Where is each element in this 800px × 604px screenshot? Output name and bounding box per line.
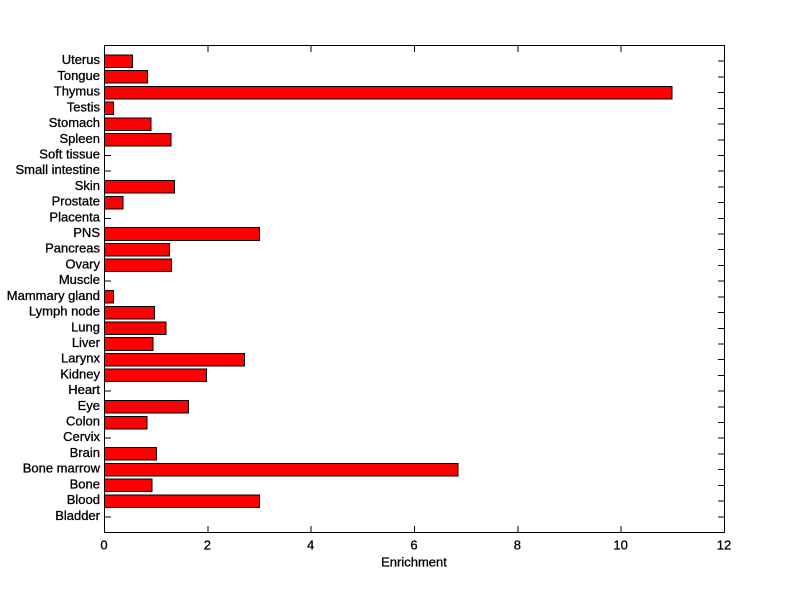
- svg-text:2: 2: [204, 538, 211, 553]
- svg-text:Blood: Blood: [67, 492, 100, 507]
- svg-text:Heart: Heart: [68, 382, 100, 397]
- svg-text:Lung: Lung: [71, 319, 100, 334]
- svg-text:Larynx: Larynx: [61, 351, 101, 366]
- svg-text:Thymus: Thymus: [54, 84, 101, 99]
- svg-text:12: 12: [717, 538, 731, 553]
- svg-text:Spleen: Spleen: [60, 131, 100, 146]
- svg-text:Stomach: Stomach: [49, 115, 100, 130]
- svg-text:0: 0: [100, 538, 107, 553]
- svg-text:6: 6: [410, 538, 417, 553]
- svg-text:Tongue: Tongue: [57, 68, 100, 83]
- svg-text:Skin: Skin: [75, 178, 100, 193]
- svg-text:Colon: Colon: [66, 414, 100, 429]
- svg-text:Pancreas: Pancreas: [45, 241, 100, 256]
- svg-text:Uterus: Uterus: [62, 52, 101, 67]
- svg-text:Prostate: Prostate: [52, 194, 100, 209]
- svg-text:Eye: Eye: [78, 398, 100, 413]
- svg-text:Bone marrow: Bone marrow: [23, 461, 101, 476]
- svg-text:Enrichment: Enrichment: [381, 555, 447, 570]
- svg-text:Kidney: Kidney: [60, 366, 100, 381]
- svg-text:10: 10: [613, 538, 627, 553]
- svg-text:Mammary gland: Mammary gland: [7, 288, 100, 303]
- svg-text:Bladder: Bladder: [55, 508, 100, 523]
- svg-text:Small intestine: Small intestine: [15, 162, 100, 177]
- svg-text:Soft tissue: Soft tissue: [39, 146, 100, 161]
- svg-text:8: 8: [514, 538, 521, 553]
- svg-text:4: 4: [307, 538, 314, 553]
- svg-text:PNS: PNS: [73, 225, 100, 240]
- svg-text:Lymph node: Lymph node: [29, 304, 100, 319]
- svg-text:Brain: Brain: [70, 445, 100, 460]
- svg-text:Ovary: Ovary: [65, 256, 100, 271]
- svg-text:Muscle: Muscle: [59, 272, 100, 287]
- svg-text:Liver: Liver: [72, 335, 101, 350]
- svg-text:Placenta: Placenta: [49, 209, 100, 224]
- svg-text:Bone: Bone: [70, 476, 100, 491]
- svg-text:Testis: Testis: [67, 99, 101, 114]
- svg-text:Cervix: Cervix: [63, 429, 100, 444]
